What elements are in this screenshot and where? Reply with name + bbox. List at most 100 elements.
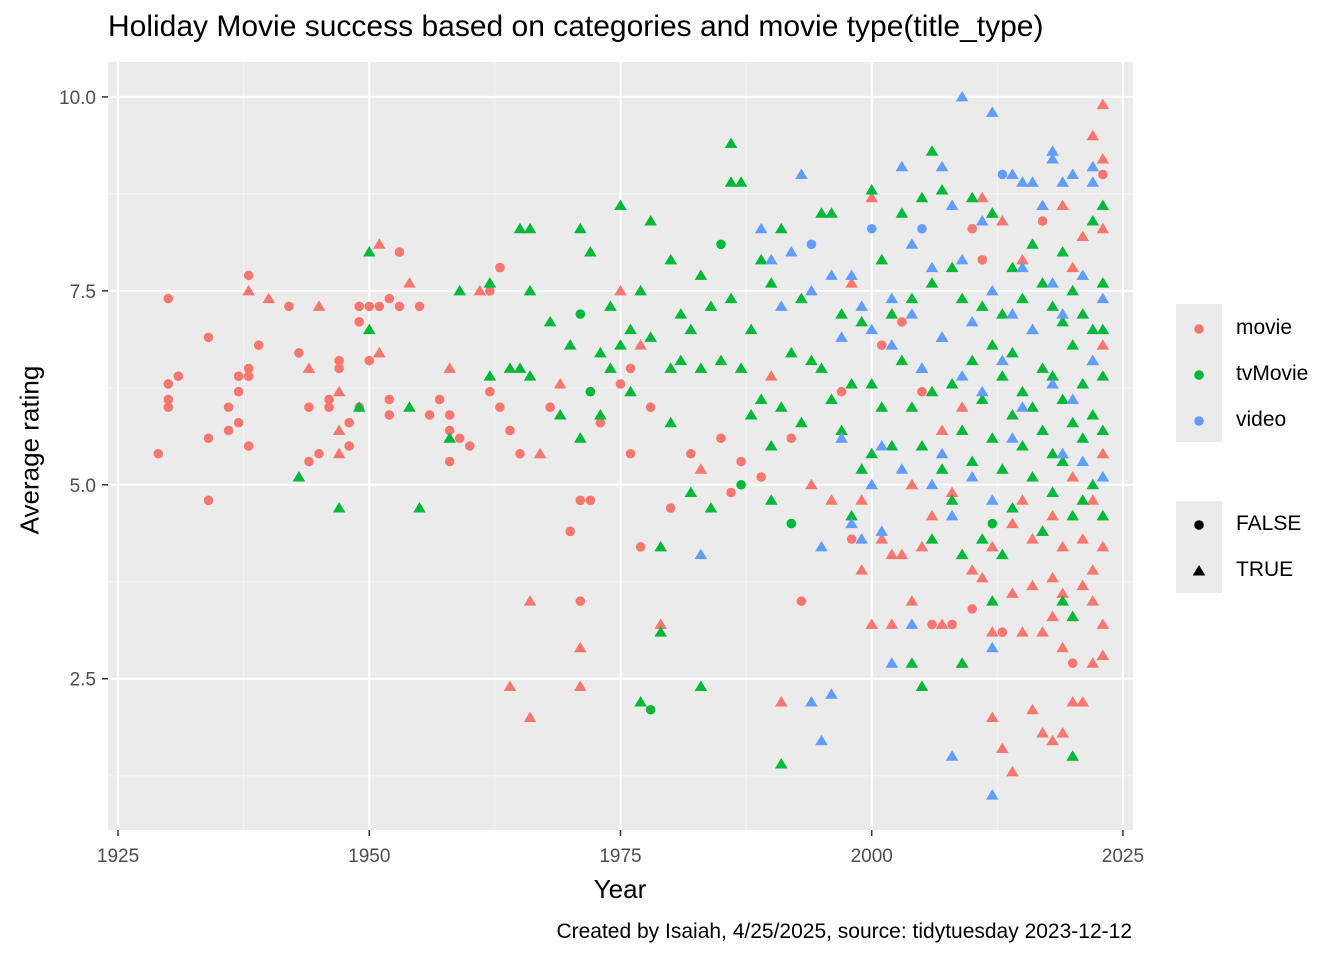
point-movie: [575, 495, 586, 506]
point-movie: [1026, 533, 1039, 544]
point-video: [915, 362, 929, 373]
point-video: [986, 494, 999, 505]
point-video: [1096, 471, 1110, 482]
x-axis: 1925 1950 1975 2000 2025: [97, 830, 1144, 867]
point-movie: [967, 604, 978, 614]
point-movie: [242, 284, 255, 296]
point-movie: [986, 626, 999, 637]
point-tvMovie: [945, 261, 959, 273]
point-tvMovie: [815, 362, 828, 373]
point-video: [955, 90, 969, 102]
point-tvMovie: [1076, 308, 1090, 319]
point-tvMovie: [875, 253, 889, 265]
point-tvMovie: [644, 215, 657, 226]
point-movie: [756, 472, 766, 482]
point-movie: [384, 410, 395, 420]
point-tvMovie: [716, 239, 726, 250]
point-movie: [1096, 447, 1110, 459]
point-movie: [253, 340, 264, 350]
point-movie: [1056, 587, 1069, 598]
point-tvMovie: [1086, 323, 1100, 335]
point-video: [806, 239, 817, 250]
point-tvMovie: [1056, 246, 1069, 257]
point-tvMovie: [483, 277, 497, 288]
point-movie: [203, 433, 214, 444]
point-tvMovie: [895, 354, 909, 366]
point-movie: [553, 377, 567, 389]
point-movie: [344, 417, 354, 428]
point-tvMovie: [1006, 408, 1019, 420]
point-movie: [977, 255, 988, 265]
point-tvMovie: [694, 680, 708, 691]
point-video: [805, 696, 818, 707]
y-axis: 2.5 5.0 7.5 10.0: [59, 88, 108, 691]
point-movie: [925, 509, 939, 521]
point-tvMovie: [865, 377, 879, 389]
point-tvMovie: [523, 222, 537, 234]
point-tvMovie: [1046, 300, 1059, 311]
y-tick-label: 10.0: [59, 88, 96, 109]
legend-label: TRUE: [1236, 558, 1294, 581]
point-movie: [173, 371, 184, 381]
point-tvMovie: [986, 207, 999, 218]
point-movie: [585, 495, 596, 506]
y-tick-label: 2.5: [70, 670, 96, 691]
point-movie: [654, 618, 667, 629]
point-movie: [1016, 494, 1029, 505]
point-video: [835, 331, 848, 342]
point-tvMovie: [604, 362, 617, 373]
shape-legend-keys: [1176, 501, 1222, 593]
point-video: [955, 370, 969, 381]
point-video: [975, 385, 989, 397]
point-video: [1086, 176, 1100, 187]
point-video: [1046, 377, 1059, 389]
legend-key: [1176, 407, 1222, 435]
point-movie: [1086, 494, 1100, 505]
point-movie: [764, 370, 778, 381]
point-movie: [1076, 533, 1090, 544]
point-tvMovie: [684, 486, 698, 498]
point-movie: [1006, 517, 1019, 529]
point-video: [965, 315, 979, 327]
point-movie: [1056, 641, 1069, 653]
x-tick-label: 1925: [97, 846, 139, 867]
point-tvMovie: [996, 463, 1009, 474]
point-tvMovie: [1046, 447, 1059, 459]
point-tvMovie: [925, 145, 939, 156]
y-tick-label: 7.5: [70, 282, 96, 303]
point-tvMovie: [1026, 471, 1039, 482]
point-movie: [716, 433, 726, 444]
point-movie: [927, 619, 937, 630]
point-tvMovie: [1056, 315, 1069, 327]
point-tvMovie: [664, 362, 678, 373]
point-movie: [304, 456, 314, 467]
point-movie: [876, 340, 887, 350]
point-tvMovie: [714, 354, 728, 366]
point-movie: [424, 410, 435, 420]
point-tvMovie: [915, 440, 929, 451]
point-movie: [503, 680, 517, 691]
legend-key: [1176, 511, 1222, 539]
point-tvMovie: [1096, 509, 1110, 521]
point-video: [825, 688, 838, 699]
point-tvMovie: [895, 207, 909, 218]
point-movie: [473, 284, 487, 296]
point-video: [1086, 354, 1100, 366]
point-tvMovie: [362, 246, 376, 257]
legend-label: tvMovie: [1236, 362, 1309, 385]
point-tvMovie: [1066, 339, 1080, 350]
point-movie: [1096, 98, 1110, 110]
point-video: [1096, 292, 1110, 304]
point-movie: [394, 247, 405, 257]
point-movie: [243, 270, 254, 281]
point-movie: [1046, 509, 1059, 521]
point-video: [1076, 455, 1090, 467]
point-video: [1006, 168, 1019, 179]
point-video: [1056, 176, 1069, 187]
point-tvMovie: [734, 362, 748, 373]
point-movie: [575, 596, 586, 606]
point-tvMovie: [754, 393, 768, 404]
point-tvMovie: [915, 191, 929, 203]
point-video: [694, 548, 708, 560]
point-movie: [163, 394, 174, 405]
